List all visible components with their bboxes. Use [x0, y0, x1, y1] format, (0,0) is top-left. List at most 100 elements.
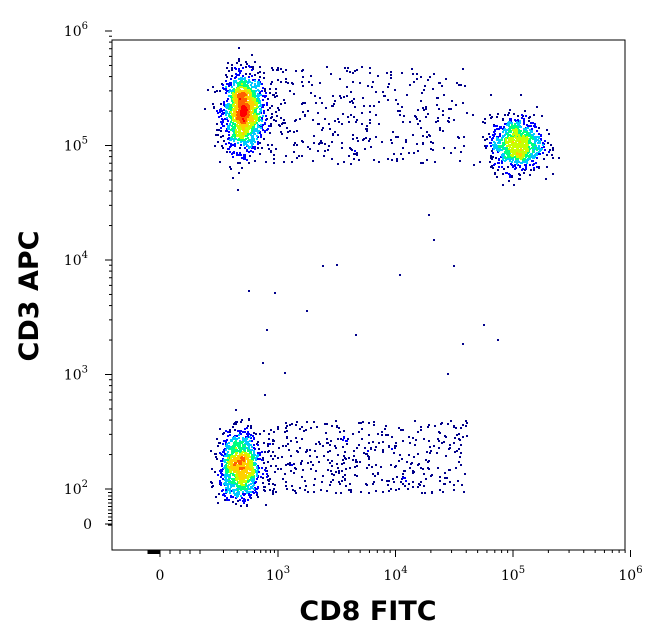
event-dot — [229, 488, 231, 490]
event-dot — [506, 124, 508, 126]
event-dot — [445, 78, 447, 80]
event-dot — [229, 166, 231, 168]
event-dot — [262, 477, 264, 479]
event-dot — [260, 94, 262, 96]
event-dot — [439, 489, 441, 491]
event-dot — [343, 161, 345, 163]
event-dot — [234, 77, 236, 79]
event-dot — [249, 155, 251, 157]
event-dot — [508, 148, 510, 150]
event-dot — [358, 422, 360, 424]
event-dot — [514, 164, 516, 166]
event-dot — [356, 465, 358, 467]
event-dot — [482, 121, 484, 123]
event-dot — [257, 452, 259, 454]
event-dot — [256, 128, 258, 130]
event-dot — [287, 82, 289, 84]
event-dot — [460, 444, 462, 446]
event-dot — [355, 459, 357, 461]
event-dot — [406, 461, 408, 463]
event-dot — [223, 125, 225, 127]
event-dot — [231, 440, 233, 442]
event-dot — [223, 467, 225, 469]
event-dot — [225, 430, 227, 432]
event-dot — [229, 124, 231, 126]
event-dot — [375, 446, 377, 448]
event-dot — [330, 470, 332, 472]
event-dot — [242, 491, 244, 493]
event-dot — [342, 439, 344, 441]
event-dot — [285, 81, 287, 83]
event-dot — [502, 148, 504, 150]
event-dot — [332, 105, 334, 107]
event-dot — [381, 141, 383, 143]
event-dot — [420, 100, 422, 102]
event-dot — [321, 481, 323, 483]
event-dot — [531, 144, 533, 146]
event-dot — [424, 85, 426, 87]
event-dot — [254, 74, 256, 76]
event-dot — [269, 489, 271, 491]
event-dot — [420, 481, 422, 483]
event-dot — [342, 459, 344, 461]
event-dot — [301, 438, 303, 440]
event-dot — [375, 464, 377, 466]
event-dot — [313, 484, 315, 486]
event-dot — [269, 92, 271, 94]
event-dot — [267, 461, 269, 463]
event-dot — [247, 441, 249, 443]
event-dot — [265, 119, 267, 121]
event-dot — [251, 472, 253, 474]
event-dot — [364, 148, 366, 150]
event-dot — [283, 119, 285, 121]
event-dot — [525, 144, 527, 146]
event-dot — [269, 478, 271, 480]
event-dot — [341, 123, 343, 125]
event-dot — [236, 421, 238, 423]
y-tick-label: 102 — [64, 479, 88, 498]
event-dot — [293, 151, 295, 153]
event-dot — [352, 138, 354, 140]
event-dot — [401, 106, 403, 108]
event-dot — [488, 133, 490, 135]
event-dot — [349, 71, 351, 73]
event-dot — [221, 454, 223, 456]
event-dot — [238, 138, 240, 140]
event-dot — [242, 118, 244, 120]
event-dot — [228, 70, 230, 72]
event-dot — [523, 172, 525, 174]
event-dot — [497, 113, 499, 115]
event-dot — [538, 166, 540, 168]
event-dot — [525, 168, 527, 170]
event-dot — [533, 114, 535, 116]
event-dot — [239, 481, 241, 483]
event-dot — [250, 427, 252, 429]
event-dot — [243, 460, 245, 462]
event-dot — [309, 148, 311, 150]
event-dot — [535, 147, 537, 149]
event-dot — [266, 102, 268, 104]
event-dot — [219, 470, 221, 472]
event-dot — [492, 156, 494, 158]
event-dot — [287, 131, 289, 133]
event-dot — [339, 78, 341, 80]
event-dot — [292, 489, 294, 491]
event-dot — [329, 462, 331, 464]
event-dot — [246, 504, 248, 506]
event-dot — [252, 470, 254, 472]
event-dot — [510, 151, 512, 153]
event-dot — [224, 453, 226, 455]
y-tick-label: 106 — [64, 21, 88, 40]
event-dot — [232, 177, 234, 179]
event-dot — [285, 481, 287, 483]
event-dot — [325, 432, 327, 434]
event-dot — [482, 136, 484, 138]
event-dot — [231, 64, 233, 66]
event-dot — [453, 425, 455, 427]
event-dot — [224, 118, 226, 120]
event-dot — [437, 438, 439, 440]
event-dot — [227, 120, 229, 122]
event-dot — [425, 478, 427, 480]
event-dot — [280, 68, 282, 70]
event-dot — [456, 450, 458, 452]
